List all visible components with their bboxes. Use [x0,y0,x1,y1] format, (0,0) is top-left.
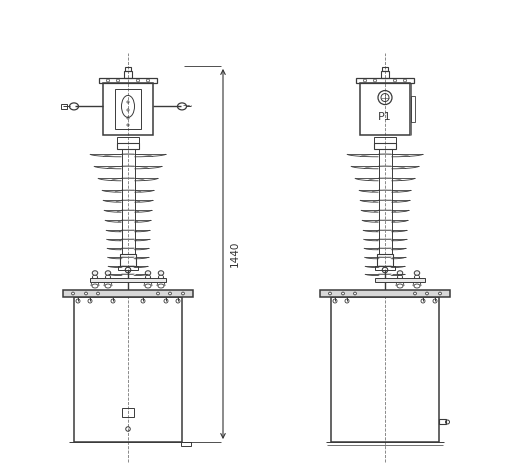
Bar [63,290,192,297]
Bar [118,266,138,270]
Bar [374,266,394,270]
Ellipse shape [341,292,344,295]
Ellipse shape [413,271,419,275]
Ellipse shape [413,292,415,295]
Text: P1: P1 [377,112,391,122]
Bar [115,89,140,129]
Bar [122,408,134,417]
Bar [61,104,67,109]
Bar [355,78,413,83]
Ellipse shape [96,292,99,295]
Bar [410,96,414,122]
Bar [117,137,139,143]
Ellipse shape [397,271,402,275]
Bar [373,143,395,149]
Bar [381,67,387,71]
Ellipse shape [181,292,184,295]
Bar [90,278,165,282]
Bar [124,71,132,78]
Ellipse shape [353,292,356,295]
Ellipse shape [156,292,159,295]
Bar [103,83,153,135]
Text: 1440: 1440 [230,241,240,267]
Ellipse shape [92,271,98,275]
Ellipse shape [328,292,331,295]
Bar [125,67,131,71]
Bar [330,297,438,442]
Bar [359,83,409,135]
Bar [374,278,424,282]
Bar [117,143,139,149]
Ellipse shape [438,292,440,295]
Ellipse shape [158,271,163,275]
Bar [74,297,182,442]
Ellipse shape [105,271,110,275]
Bar [380,71,388,78]
Ellipse shape [168,292,171,295]
Ellipse shape [71,292,74,295]
Bar [181,441,191,446]
Bar [319,290,449,297]
Ellipse shape [425,292,428,295]
Bar [438,418,445,424]
Ellipse shape [145,271,151,275]
Ellipse shape [84,292,87,295]
Bar [373,137,395,143]
Bar [99,78,157,83]
Bar [376,254,392,266]
Bar [120,254,136,266]
